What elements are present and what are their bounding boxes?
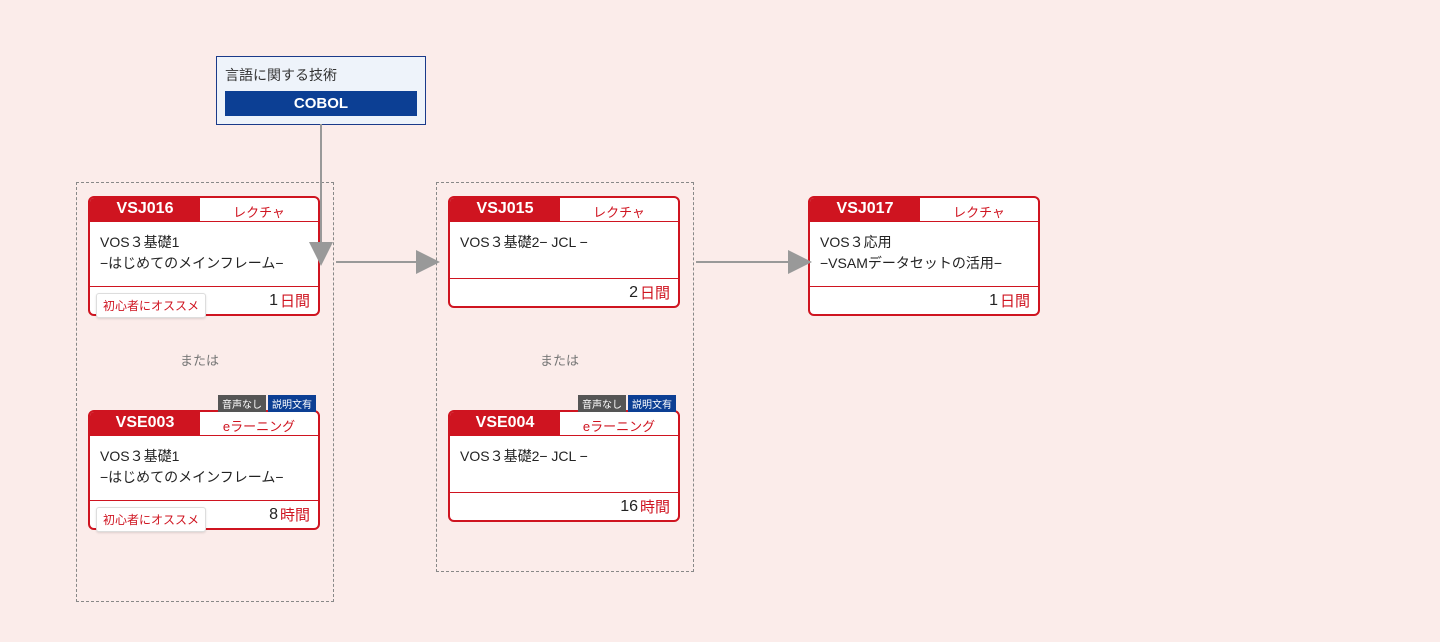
card-code: VSJ015	[450, 198, 560, 221]
card-code: VSE004	[450, 412, 560, 435]
card-duration: 8時間初心者にオススメ	[90, 500, 318, 528]
card-head: VSE003eラーニング	[90, 412, 318, 436]
card-code: VSE003	[90, 412, 200, 435]
card-code: VSJ017	[810, 198, 920, 221]
duration-number: 8	[269, 506, 278, 524]
duration-number: 16	[620, 498, 638, 516]
card-type: eラーニング	[560, 412, 678, 435]
card-type: レクチャ	[920, 198, 1038, 221]
card-type: レクチャ	[560, 198, 678, 221]
language-header: 言語に関する技術 COBOL	[216, 56, 426, 125]
duration-unit: 時間	[280, 504, 310, 525]
desc-tag: 説明文有	[628, 395, 676, 412]
card-mini-tags: 音声なし説明文有	[578, 395, 676, 412]
card-duration: 1日間初心者にオススメ	[90, 286, 318, 314]
card-head: VSJ016レクチャ	[90, 198, 318, 222]
desc-tag: 説明文有	[268, 395, 316, 412]
course-card-vse003[interactable]: 音声なし説明文有VSE003eラーニングVOS３基礎1−はじめてのメインフレーム…	[88, 410, 320, 530]
card-title: VOS３基礎1−はじめてのメインフレーム−	[90, 436, 318, 500]
card-head: VSJ015レクチャ	[450, 198, 678, 222]
noaudio-tag: 音声なし	[578, 395, 626, 412]
or-label: または	[540, 350, 579, 369]
card-title: VOS３基礎1−はじめてのメインフレーム−	[90, 222, 318, 286]
recommend-badge: 初心者にオススメ	[96, 293, 206, 318]
duration-unit: 日間	[1000, 290, 1030, 311]
duration-number: 2	[629, 284, 638, 302]
card-duration: 1日間	[810, 286, 1038, 314]
duration-number: 1	[269, 292, 278, 310]
course-card-vsj017[interactable]: VSJ017レクチャVOS３応用−VSAMデータセットの活用−1日間	[808, 196, 1040, 316]
card-title: VOS３基礎2− JCL −	[450, 436, 678, 492]
card-code: VSJ016	[90, 198, 200, 221]
duration-unit: 日間	[640, 282, 670, 303]
card-head: VSE004eラーニング	[450, 412, 678, 436]
language-header-title: 言語に関する技術	[225, 65, 417, 85]
card-mini-tags: 音声なし説明文有	[218, 395, 316, 412]
language-header-sub: COBOL	[225, 91, 417, 116]
duration-unit: 日間	[280, 290, 310, 311]
course-card-vsj016[interactable]: VSJ016レクチャVOS３基礎1−はじめてのメインフレーム−1日間初心者にオス…	[88, 196, 320, 316]
card-type: レクチャ	[200, 198, 318, 221]
card-title: VOS３基礎2− JCL −	[450, 222, 678, 278]
duration-unit: 時間	[640, 496, 670, 517]
duration-number: 1	[989, 292, 998, 310]
course-card-vse004[interactable]: 音声なし説明文有VSE004eラーニングVOS３基礎2− JCL −16時間	[448, 410, 680, 522]
card-title: VOS３応用−VSAMデータセットの活用−	[810, 222, 1038, 286]
noaudio-tag: 音声なし	[218, 395, 266, 412]
or-label: または	[180, 350, 219, 369]
course-card-vsj015[interactable]: VSJ015レクチャVOS３基礎2− JCL −2日間	[448, 196, 680, 308]
recommend-badge: 初心者にオススメ	[96, 507, 206, 532]
card-type: eラーニング	[200, 412, 318, 435]
card-head: VSJ017レクチャ	[810, 198, 1038, 222]
card-duration: 2日間	[450, 278, 678, 306]
card-duration: 16時間	[450, 492, 678, 520]
